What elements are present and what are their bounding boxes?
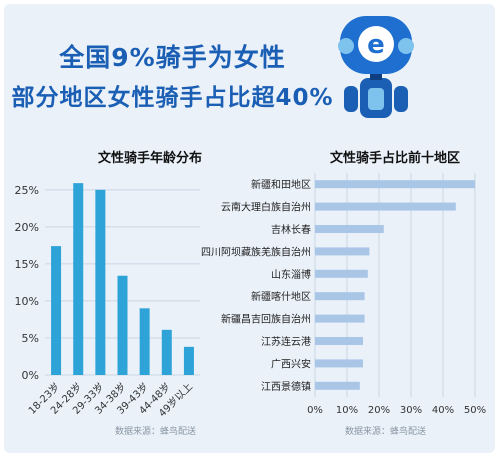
age-bar [51,246,62,375]
region-bar [315,225,384,233]
region-label: 四川阿坝藏族羌族自治州 [201,245,311,258]
region-label: 山东淄博 [271,268,311,281]
region-bar [315,314,365,323]
y-tick-label: 25% [15,184,39,197]
age-distribution-chart: 0%5%10%15%20%25%18-23岁24-28岁29-33岁34-38岁… [15,183,200,419]
svg-text:e: e [367,30,385,60]
x-tick-label: 0% [307,405,323,416]
x-tick-label: 20% [368,405,390,416]
region-label: 江西景德镇 [261,380,311,393]
y-tick-label: 15% [15,258,39,271]
region-label: 新疆昌吉回族自治州 [221,313,311,326]
region-bar [315,269,368,278]
x-tick-label: 40% [432,405,454,416]
infographic-background [4,4,495,453]
region-label: 江苏连云港 [261,335,311,348]
x-tick-label: 30% [400,405,422,416]
region-bar [315,381,360,390]
region-bar [315,202,456,211]
region-label: 广西兴安 [271,357,311,370]
region-bar [315,180,475,189]
x-tick-label: 10% [336,405,358,416]
age-bar [73,183,84,375]
age-bar [117,275,128,375]
age-bar [161,329,172,375]
age-bar [95,189,106,375]
y-tick-label: 10% [15,295,39,308]
left-chart-source: 数据来源：蜂鸟配送 [115,427,197,437]
headline-title: 全国9%骑手为女性 [59,43,286,72]
x-tick-label: 50% [464,405,486,416]
right-chart-source: 数据来源：蜂鸟配送 [345,427,427,437]
region-label: 吉林长春 [271,223,311,236]
y-tick-label: 20% [15,221,39,234]
region-bar [315,337,363,345]
right-chart-title: 文性骑手占比前十地区 [329,151,460,166]
region-bar [315,292,365,301]
y-tick-label: 0% [22,369,39,382]
age-bar [139,308,150,375]
top-regions-chart: 0% 10% 20% 30% 40% 50% 新疆和田地区云南大理白族自治州吉林长春四川阿坝… [201,173,486,416]
region-label: 新疆和田地区 [251,178,311,191]
region-label: 新疆喀什地区 [251,290,311,303]
y-tick-label: 5% [22,332,39,345]
region-bar [315,359,363,368]
region-label: 云南大理白族自治州 [221,201,311,214]
left-chart-title: 文性骑手年龄分布 [97,151,202,166]
robot-mascot-icon: e [338,16,414,118]
age-bar [183,346,194,375]
headline-subtitle: 部分地区女性骑手占比超40% [11,85,334,111]
region-bar [315,247,370,256]
